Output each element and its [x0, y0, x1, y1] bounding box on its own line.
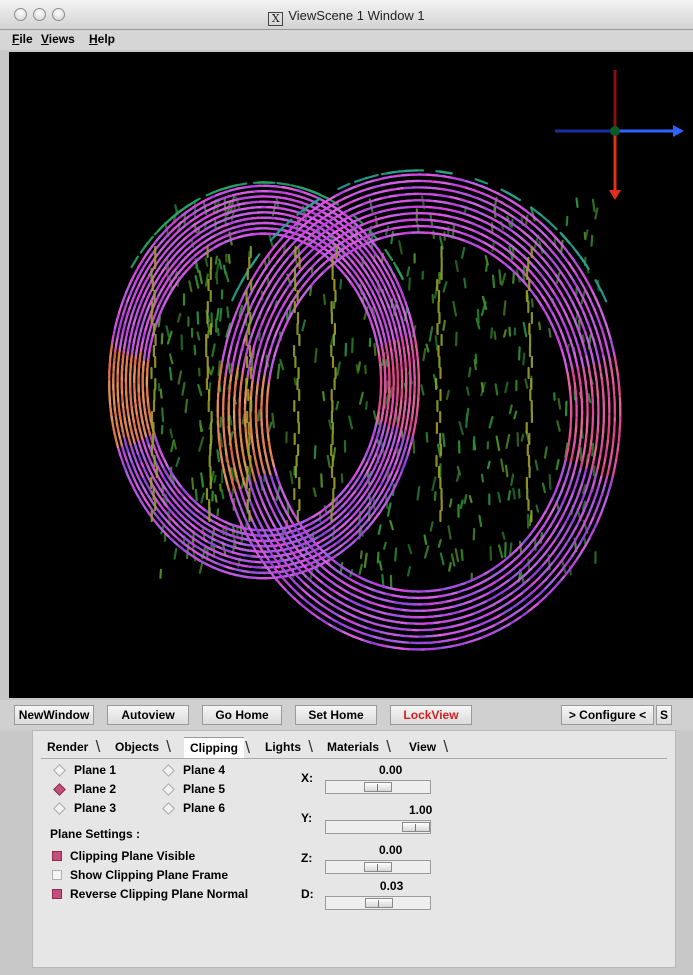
close-window-button[interactable] [14, 8, 27, 21]
slider-track[interactable] [325, 860, 431, 874]
go-home-button[interactable]: Go Home [202, 705, 282, 725]
window-title: X ViewScene 1 Window 1 [0, 8, 693, 26]
slider-axis-label: D: [301, 887, 314, 901]
settings-panel: Render \ Objects \ Clipping \ Lights \ Mater… [32, 730, 676, 968]
slider-axis-label: Y: [301, 811, 313, 825]
plane-option-label-3: Reverse Clipping Plane Normal [70, 887, 249, 901]
zoom-window-button[interactable] [52, 8, 65, 21]
plane-radio-label: Plane 5 [183, 782, 226, 796]
plane-radio-label: Plane 2 [74, 782, 117, 796]
slider-track[interactable] [325, 780, 431, 794]
slider-axis-label: X: [301, 771, 313, 785]
slider-thumb[interactable] [364, 862, 392, 872]
tab-materials-label: Materials [327, 740, 380, 754]
tab-render[interactable]: Render \ [47, 737, 101, 756]
plane-option-label-2: Show Clipping Plane Frame [70, 868, 229, 882]
slider-thumb[interactable] [365, 898, 394, 908]
slider-axis-label: Z: [301, 851, 313, 865]
tab-render-label: Render [47, 740, 89, 754]
orientation-axes-icon [555, 70, 684, 200]
plane-option-checkbox-1[interactable] [52, 851, 62, 861]
slider-track[interactable] [325, 896, 431, 910]
slider-thumb[interactable] [402, 822, 430, 832]
radio-diamond-icon[interactable] [53, 783, 66, 796]
tab-objects-label: Objects [115, 740, 160, 754]
menu-help[interactable]: Help [89, 32, 116, 46]
tab-objects[interactable]: Objects \ [115, 737, 172, 756]
slider-value: 1.00 [409, 803, 433, 817]
configure-button[interactable]: > Configure < [561, 705, 654, 725]
menu-file[interactable]: File [12, 32, 33, 46]
tab-clipping-label: Clipping [190, 741, 238, 755]
menu-bar: File Views Help [0, 30, 693, 50]
tab-divider [41, 758, 667, 759]
radio-diamond-icon[interactable] [162, 802, 175, 815]
tab-clipping[interactable]: Clipping \ [184, 737, 250, 759]
lock-view-button[interactable]: LockView [390, 705, 472, 725]
radio-diamond-icon[interactable] [53, 802, 66, 815]
plane-radio-label: Plane 3 [74, 801, 117, 815]
slider-value: 0.00 [379, 843, 403, 857]
vector-field-render[interactable] [9, 52, 693, 698]
new-window-button[interactable]: NewWindow [14, 705, 94, 725]
plane-radio-label: Plane 6 [183, 801, 226, 815]
plane-settings-heading: Plane Settings : [50, 827, 141, 841]
tab-view[interactable]: View \ [409, 737, 449, 756]
x11-icon: X [268, 12, 284, 26]
plane-option-checkbox-2[interactable] [52, 870, 62, 880]
slider-track[interactable] [325, 820, 431, 834]
slider-value: 0.00 [379, 763, 403, 777]
tab-lights[interactable]: Lights \ [265, 737, 313, 756]
render-viewport[interactable] [9, 52, 693, 698]
radio-diamond-icon[interactable] [162, 783, 175, 796]
radio-diamond-icon[interactable] [162, 764, 175, 777]
radio-diamond-icon[interactable] [53, 764, 66, 777]
plane-option-checkbox-3[interactable] [52, 889, 62, 899]
menu-views[interactable]: Views [41, 32, 75, 46]
plane-option-label-1: Clipping Plane Visible [70, 849, 196, 863]
slider-thumb[interactable] [364, 782, 392, 792]
tab-lights-label: Lights [265, 740, 301, 754]
title-bar: X ViewScene 1 Window 1 [0, 0, 693, 30]
plane-radio-label: Plane 4 [183, 763, 226, 777]
s-button[interactable]: S [656, 705, 672, 725]
plane-radio-label: Plane 1 [74, 763, 117, 777]
window-title-text: ViewScene 1 Window 1 [288, 8, 425, 23]
minimize-window-button[interactable] [33, 8, 46, 21]
autoview-button[interactable]: Autoview [107, 705, 189, 725]
set-home-button[interactable]: Set Home [295, 705, 377, 725]
slider-value: 0.03 [379, 879, 404, 893]
vector-glyphs [107, 169, 622, 651]
view-toolbar: NewWindow Autoview Go Home Set Home Lock… [0, 700, 693, 730]
tab-materials[interactable]: Materials \ [327, 737, 392, 756]
tab-view-label: View [409, 740, 437, 754]
